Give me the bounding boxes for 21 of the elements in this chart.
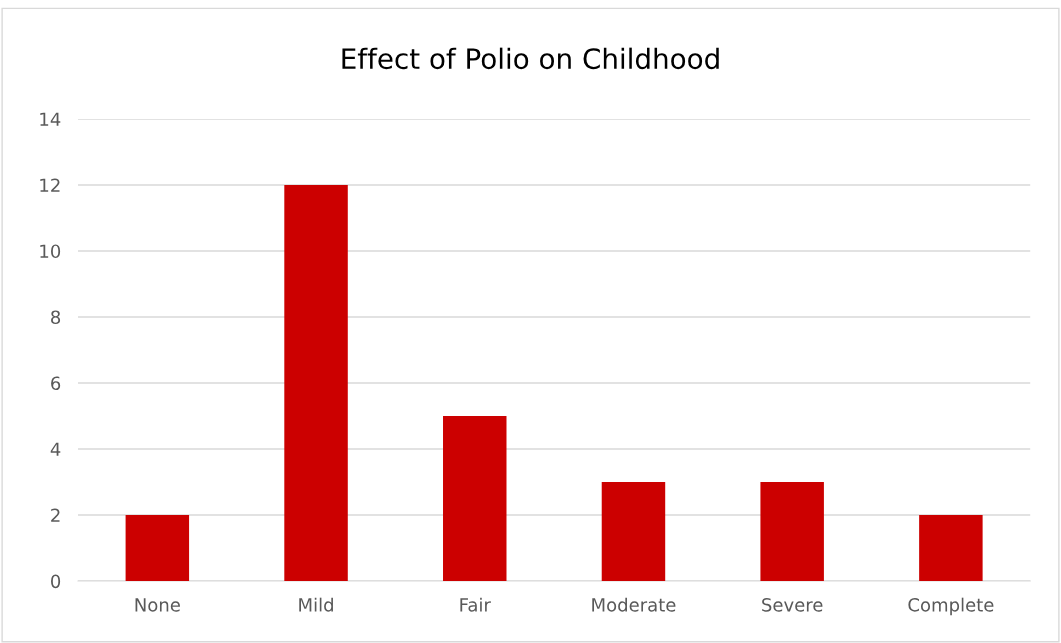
x-tick-label: Fair (460, 597, 491, 612)
x-tick-label: Severe (762, 598, 823, 612)
y-tick-label: 12 (40, 178, 60, 192)
bar (284, 184, 348, 582)
x-tick-label: Mild (299, 597, 333, 612)
y-tick-label: 10 (40, 244, 61, 259)
x-tick-label: Complete (908, 597, 994, 616)
bar (601, 482, 666, 582)
bar (125, 515, 190, 582)
y-tick-label: 14 (40, 112, 61, 126)
y-tick-label: 8 (51, 310, 61, 325)
y-tick-label: 2 (51, 508, 60, 522)
x-tick-label: Moderate (592, 597, 676, 612)
bar (760, 482, 824, 582)
x-tick-label: None (135, 598, 180, 612)
y-tick-label: 4 (50, 442, 61, 456)
y-tick-label: 6 (51, 376, 61, 391)
bar (919, 515, 983, 582)
bar (443, 415, 507, 582)
y-tick-label: 0 (51, 574, 61, 589)
chart-title: Effect of Polio on Childhood (342, 47, 719, 70)
